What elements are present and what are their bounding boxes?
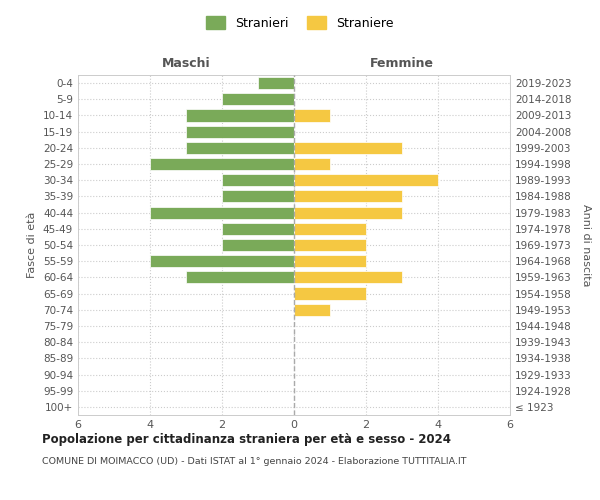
Bar bbox=[186, 272, 294, 283]
Bar bbox=[222, 222, 294, 235]
Bar bbox=[186, 110, 294, 122]
Text: Popolazione per cittadinanza straniera per età e sesso - 2024: Popolazione per cittadinanza straniera p… bbox=[42, 432, 451, 446]
Bar bbox=[294, 174, 438, 186]
Bar bbox=[294, 110, 330, 122]
Text: COMUNE DI MOIMACCO (UD) - Dati ISTAT al 1° gennaio 2024 - Elaborazione TUTTITALI: COMUNE DI MOIMACCO (UD) - Dati ISTAT al … bbox=[42, 458, 467, 466]
Bar bbox=[294, 304, 330, 316]
Text: Maschi: Maschi bbox=[161, 57, 211, 70]
Bar bbox=[294, 142, 402, 154]
Bar bbox=[186, 126, 294, 138]
Bar bbox=[222, 190, 294, 202]
Bar bbox=[222, 174, 294, 186]
Bar bbox=[150, 158, 294, 170]
Bar bbox=[222, 93, 294, 106]
Bar bbox=[150, 255, 294, 268]
Bar bbox=[294, 239, 366, 251]
Bar bbox=[294, 222, 366, 235]
Bar bbox=[294, 158, 330, 170]
Bar bbox=[294, 255, 366, 268]
Bar bbox=[294, 272, 402, 283]
Text: Femmine: Femmine bbox=[370, 57, 434, 70]
Bar bbox=[150, 206, 294, 218]
Bar bbox=[186, 142, 294, 154]
Y-axis label: Fasce di età: Fasce di età bbox=[28, 212, 37, 278]
Legend: Stranieri, Straniere: Stranieri, Straniere bbox=[202, 11, 398, 35]
Bar bbox=[222, 239, 294, 251]
Bar bbox=[294, 206, 402, 218]
Bar bbox=[294, 190, 402, 202]
Bar bbox=[294, 288, 366, 300]
Y-axis label: Anni di nascita: Anni di nascita bbox=[581, 204, 591, 286]
Bar bbox=[258, 77, 294, 89]
